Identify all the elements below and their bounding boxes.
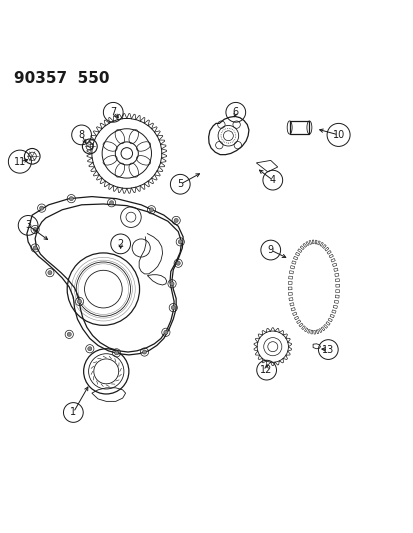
Text: 2: 2 [117, 239, 123, 249]
Text: 11: 11 [14, 157, 26, 167]
Text: 3: 3 [25, 220, 31, 230]
Circle shape [171, 305, 175, 310]
Circle shape [170, 282, 174, 286]
Circle shape [88, 346, 92, 351]
Circle shape [178, 240, 182, 244]
Text: 4: 4 [269, 175, 275, 185]
Text: 9: 9 [267, 245, 273, 255]
Text: 1: 1 [70, 408, 76, 417]
Circle shape [33, 228, 37, 231]
Text: 8: 8 [78, 130, 84, 140]
Circle shape [149, 208, 153, 212]
Circle shape [33, 246, 37, 250]
Circle shape [174, 219, 178, 222]
Circle shape [69, 197, 73, 201]
Circle shape [142, 350, 146, 354]
Text: 6: 6 [232, 107, 238, 117]
Circle shape [164, 330, 168, 334]
Circle shape [109, 201, 114, 205]
Text: 90357  550: 90357 550 [14, 71, 109, 86]
Text: 13: 13 [321, 344, 334, 354]
Text: 7: 7 [110, 107, 116, 117]
Text: 5: 5 [177, 179, 183, 189]
Circle shape [114, 351, 118, 355]
Text: 12: 12 [260, 365, 272, 375]
Circle shape [67, 332, 71, 336]
Circle shape [48, 271, 52, 274]
Text: 10: 10 [332, 130, 344, 140]
Circle shape [40, 206, 44, 210]
Circle shape [77, 300, 81, 303]
Circle shape [176, 261, 180, 265]
